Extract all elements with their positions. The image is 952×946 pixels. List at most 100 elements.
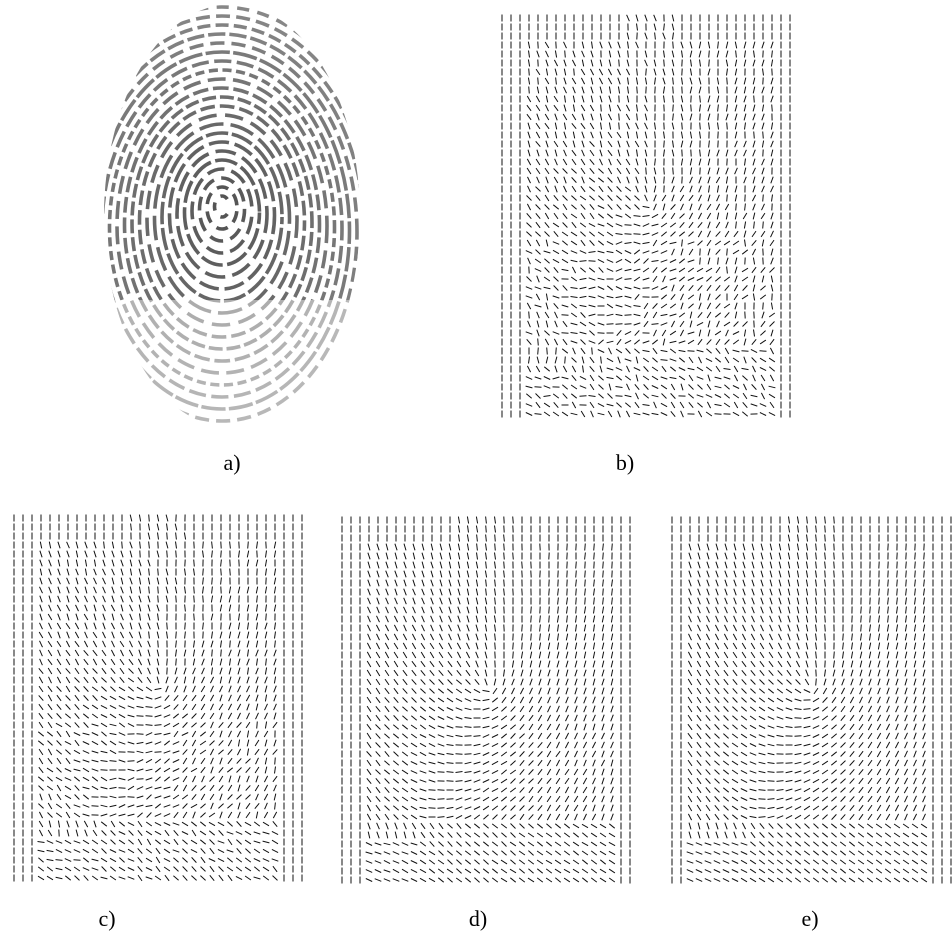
orientation-segment (203, 578, 204, 585)
orientation-segment (627, 15, 630, 21)
orientation-segment (176, 650, 177, 657)
orientation-segment (502, 688, 505, 694)
orientation-segment (394, 715, 399, 720)
orientation-segment (571, 251, 577, 254)
orientation-segment (924, 562, 925, 569)
orientation-segment (529, 779, 534, 784)
orientation-segment (39, 713, 43, 719)
orientation-segment (438, 860, 444, 864)
orientation-segment (753, 114, 755, 121)
orientation-segment (527, 196, 532, 201)
orientation-segment (184, 650, 186, 657)
orientation-segment (625, 225, 632, 226)
orientation-segment (556, 751, 560, 757)
orientation-segment (238, 740, 239, 747)
orientation-segment (65, 714, 70, 719)
orientation-segment (228, 749, 232, 754)
orientation-segment (130, 623, 132, 630)
orientation-segment (273, 776, 277, 782)
orientation-segment (609, 105, 610, 112)
orientation-segment (40, 650, 43, 656)
orientation-segment (538, 751, 543, 756)
orientation-segment (598, 413, 605, 415)
orientation-segment (887, 715, 890, 721)
orientation-segment (557, 670, 559, 677)
orientation-segment (699, 51, 701, 58)
orientation-segment (538, 715, 541, 721)
orientation-segment (707, 562, 709, 569)
orientation-segment (529, 814, 534, 819)
orientation-segment (120, 677, 124, 682)
orientation-segment (164, 805, 171, 807)
orientation-segment (412, 625, 415, 631)
orientation-segment (474, 807, 480, 810)
orientation-segment (735, 114, 737, 121)
orientation-segment (700, 60, 701, 67)
orientation-segment (672, 123, 674, 130)
orientation-segment (236, 840, 241, 845)
orientation-segment (185, 632, 186, 639)
orientation-segment (690, 42, 692, 49)
orientation-segment (715, 358, 720, 362)
orientation-segment (65, 859, 71, 862)
orientation-segment (544, 259, 549, 264)
orientation-segment (402, 752, 408, 756)
orientation-segment (762, 312, 764, 319)
orientation-segment (673, 33, 674, 40)
orientation-segment (536, 141, 541, 146)
orientation-segment (75, 623, 78, 629)
orientation-segment (807, 535, 808, 542)
orientation-segment (664, 150, 665, 157)
orientation-segment (402, 725, 407, 729)
orientation-segment (119, 760, 126, 762)
orientation-segment (598, 394, 603, 399)
orientation-segment (393, 734, 398, 738)
orientation-segment (67, 569, 69, 576)
orientation-segment (707, 598, 710, 604)
orientation-segment (798, 535, 799, 542)
orientation-segment (706, 358, 712, 361)
orientation-segment (726, 222, 729, 228)
orientation-segment (48, 695, 51, 701)
orientation-segment (377, 589, 380, 595)
orientation-segment (121, 587, 124, 594)
orientation-segment (393, 797, 398, 802)
orientation-segment (806, 670, 809, 677)
orientation-segment (255, 749, 259, 755)
orientation-segment (698, 231, 701, 237)
orientation-segment (537, 833, 543, 837)
orientation-segment (367, 814, 370, 820)
orientation-segment (411, 707, 416, 712)
orientation-segment (465, 789, 472, 791)
orientation-segment (386, 553, 388, 560)
orientation-segment (625, 315, 632, 316)
orientation-segment (203, 587, 204, 594)
orientation-segment (148, 605, 150, 612)
orientation-segment (447, 735, 454, 737)
ridge (185, 160, 260, 265)
orientation-segment (146, 778, 153, 780)
orientation-segment (735, 150, 738, 156)
orientation-segment (616, 403, 621, 408)
orientation-segment (101, 797, 108, 798)
orientation-segment (546, 105, 549, 111)
orientation-segment (430, 661, 434, 667)
orientation-segment (681, 132, 682, 139)
orientation-segment (607, 296, 614, 297)
orientation-segment (602, 652, 603, 659)
orientation-segment (210, 741, 215, 746)
orientation-segment (430, 670, 434, 675)
orientation-segment (645, 114, 647, 121)
orientation-segment (760, 404, 766, 407)
orientation-segment (690, 168, 691, 175)
orientation-segment (493, 833, 498, 838)
orientation-segment (860, 679, 862, 686)
orientation-segment (742, 277, 748, 281)
orientation-segment (769, 394, 775, 398)
orientation-segment (572, 186, 576, 192)
orientation-segment (39, 812, 42, 818)
orientation-segment (75, 713, 80, 718)
orientation-segment (654, 402, 657, 408)
orientation-segment (265, 632, 267, 639)
orientation-segment (707, 240, 711, 246)
